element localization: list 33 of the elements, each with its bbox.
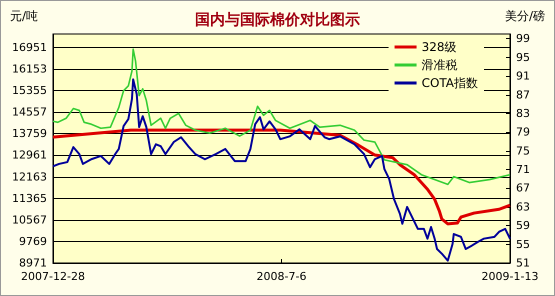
y-tick-label: 8971 [19,256,47,270]
y-tick-label: 13759 [12,127,47,140]
y-tick-label: 9769 [19,234,47,248]
y-tick-label: 12961 [12,148,47,162]
y-tick-label: 16153 [12,62,47,76]
y2-tick-label: 71 [516,163,530,176]
legend-label: 滑准税 [422,58,458,72]
x-tick-label: 2007-12-28 [21,270,85,283]
x-tick-label: 2009-1-13 [482,270,538,283]
y-tick-label: 10567 [12,213,47,226]
y-tick-label: 15355 [12,84,47,98]
y-tick-label: 12163 [12,170,47,184]
y2-axis-title: 美分/磅 [504,9,546,23]
y-axis-title: 元/吨 [10,9,38,23]
y2-tick-label: 99 [516,32,530,46]
y-tick-label: 11365 [12,192,47,205]
chart-title: 国内与国际棉价对比图示 [195,10,360,28]
y-tick-label: 14557 [12,106,47,119]
y2-tick-label: 55 [516,238,530,251]
y2-tick-label: 67 [516,182,530,195]
y2-tick-label: 63 [516,200,530,214]
y2-tick-label: 87 [516,88,530,102]
y2-tick-label: 75 [516,144,530,158]
legend-label: COTA指数 [422,76,478,90]
y2-tick-label: 83 [516,106,530,120]
y-tick-label: 16951 [12,40,47,54]
y2-tick-label: 95 [516,50,530,64]
y2-tick-label: 51 [516,256,530,270]
y2-tick-label: 59 [516,219,530,232]
y2-tick-label: 79 [516,126,530,139]
legend-label: 328级 [422,40,456,54]
y2-tick-label: 91 [516,70,530,83]
x-tick-label: 2008-7-6 [256,270,306,283]
